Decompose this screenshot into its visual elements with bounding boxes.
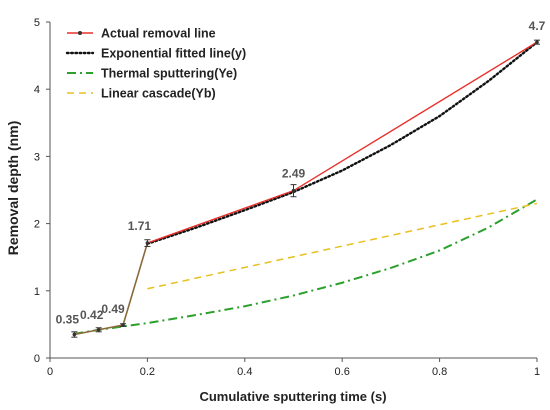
y-tick-label: 3 [34,151,40,163]
y-tick-label: 5 [34,17,40,29]
x-tick-label: 0.8 [432,366,447,378]
legend-label-thermal-sputtering-ye: Thermal sputtering(Ye) [101,67,237,81]
data-point [96,327,101,332]
data-point [72,332,77,337]
legend-label-exponential-fitted-line-y: Exponential fitted line(y) [101,47,246,61]
data-labels: 0.35 0.420.49 1.71 2.49 4.7 [56,19,546,326]
legend-marker-actual-removal-line [78,31,82,35]
x-tick-label: 0.2 [140,366,155,378]
y-tick-label: 2 [34,219,40,231]
data-point [145,241,150,245]
data-label: 0.49 [101,302,125,316]
thermal-sputtering-ye-line [74,198,538,335]
axes: 0 0.2 0.4 0.6 0.8 1 0 1 2 3 4 5 [34,17,540,378]
legend: Actual removal line Exponential fitted li… [65,27,246,101]
y-axis-title: Removal depth (nm) [5,121,21,256]
data-label: 4.7 [529,19,546,33]
x-tick-label: 0 [47,366,53,378]
series-layer [71,39,540,338]
actual-removal-line-early-segment [74,242,149,336]
x-tick-label: 0.6 [335,366,350,378]
data-label: 2.49 [282,167,306,181]
y-tick-label: 1 [34,286,40,298]
exponential-fitted-line-y-line [146,40,539,245]
data-point [291,188,296,193]
x-tick-label: 1 [534,366,540,378]
data-label: 0.35 [56,312,80,326]
data-point [121,323,125,327]
y-tick-label: 4 [34,84,40,96]
x-axis-title: Cumulative sputtering time (s) [199,389,386,404]
legend-label-linear-cascade-yb: Linear cascade(Yb) [101,87,216,101]
data-point [535,40,539,44]
y-tick-label: 0 [34,353,40,365]
data-label: 1.71 [128,219,152,233]
x-tick-label: 0.4 [237,366,252,378]
legend-label-actual-removal-line: Actual removal line [101,27,216,41]
linear-cascade-yb-line [147,202,538,290]
data-label: 0.42 [80,308,104,322]
